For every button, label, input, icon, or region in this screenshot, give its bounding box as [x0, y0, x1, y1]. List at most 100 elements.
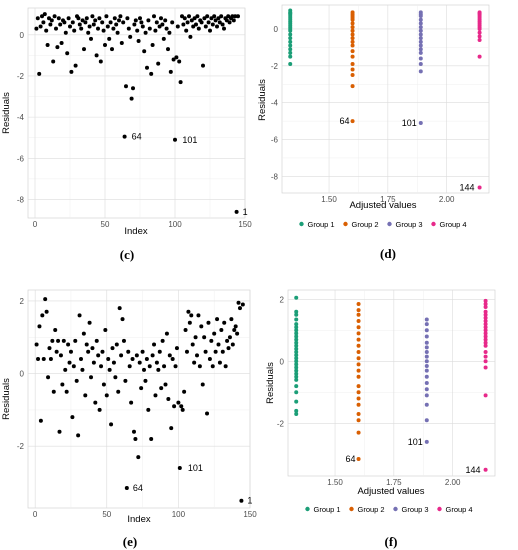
- data-point: [350, 84, 355, 89]
- data-point: [220, 22, 225, 27]
- data-point: [166, 47, 170, 52]
- data-point: [350, 39, 355, 44]
- data-point: [136, 455, 141, 460]
- data-point: [294, 325, 299, 330]
- data-point: [217, 20, 222, 25]
- panel-e-index-plot: 64 101 1 0 50 100 150 2 0 -2 Index Residuals (e…: [1, 289, 257, 549]
- data-point: [76, 16, 81, 21]
- y-tick-label: -2: [17, 442, 25, 451]
- data-point: [483, 312, 488, 317]
- data-point: [90, 346, 95, 351]
- data-point: [64, 389, 69, 394]
- data-point: [294, 390, 299, 395]
- data-point: [180, 14, 184, 19]
- data-point: [58, 22, 63, 27]
- panel-c-y-tick-labels: 0 -2 -4 -6 -8: [17, 31, 25, 205]
- data-point: [483, 322, 488, 327]
- legend-marker: [343, 221, 348, 227]
- panel-c-plot-area: [27, 7, 246, 219]
- panel-d-y-tick-labels: 0 -2 -4 -6 -8: [271, 25, 279, 181]
- data-point: [178, 80, 183, 85]
- data-point: [356, 301, 361, 306]
- data-point: [42, 12, 47, 17]
- data-point: [350, 36, 355, 41]
- panel-d-y-axis-title: Residuals: [257, 79, 268, 121]
- data-point: [205, 14, 210, 19]
- x-tick-label: 0: [33, 220, 38, 229]
- data-point: [294, 368, 299, 373]
- data-point: [107, 367, 112, 372]
- data-point: [418, 17, 423, 22]
- data-point: [194, 22, 198, 27]
- y-tick-label: 2: [280, 295, 285, 304]
- data-point: [63, 367, 68, 372]
- data-point: [187, 320, 192, 325]
- data-point: [350, 119, 355, 124]
- data-point: [111, 360, 116, 365]
- data-point: [232, 327, 237, 332]
- data-point: [350, 54, 355, 59]
- data-point: [140, 349, 145, 354]
- data-point: [156, 367, 161, 372]
- data-point: [48, 357, 53, 362]
- data-point: [483, 328, 488, 333]
- data-point: [212, 14, 217, 19]
- data-point: [103, 43, 107, 48]
- data-point: [184, 349, 189, 354]
- data-point: [424, 359, 429, 364]
- data-point: [76, 433, 81, 438]
- data-point: [356, 337, 361, 342]
- x-tick-label: 100: [168, 220, 182, 229]
- x-tick-label: 1.75: [380, 195, 396, 204]
- data-point: [123, 378, 128, 383]
- y-tick-label: -2: [17, 72, 25, 81]
- data-point: [483, 365, 488, 370]
- data-point: [294, 408, 299, 413]
- data-point: [192, 360, 197, 365]
- panel-c-index-plot: 64 101 1 0 50 100 150 0 -2 -4 -6 -8 Index Residua…: [1, 7, 252, 262]
- data-point: [424, 354, 429, 359]
- data-point: [63, 30, 68, 35]
- data-point: [179, 404, 184, 409]
- data-point: [96, 353, 101, 358]
- data-point: [418, 21, 423, 26]
- data-point: [54, 349, 59, 354]
- data-point: [168, 69, 173, 74]
- data-point: [288, 47, 293, 52]
- data-point: [163, 18, 168, 23]
- data-point: [235, 331, 240, 336]
- data-point: [127, 364, 132, 369]
- data-point: [101, 28, 106, 33]
- panel-c-annotations: 64 101 1: [132, 132, 248, 217]
- data-point: [200, 382, 205, 387]
- data-point: [350, 61, 355, 66]
- data-point: [222, 320, 227, 325]
- data-point: [167, 30, 172, 35]
- data-point: [477, 185, 482, 190]
- legend-marker: [299, 221, 304, 227]
- data-point: [45, 43, 50, 48]
- data-point: [94, 53, 99, 58]
- x-tick-label: 150: [243, 510, 257, 519]
- data-point: [288, 61, 293, 66]
- x-tick-label: 0: [33, 510, 38, 519]
- data-point: [40, 14, 44, 19]
- data-point: [119, 353, 124, 358]
- data-point: [418, 28, 423, 33]
- data-point: [483, 354, 488, 359]
- data-point: [142, 49, 147, 54]
- data-point: [236, 300, 241, 305]
- data-point: [294, 371, 299, 376]
- data-point: [227, 335, 232, 340]
- data-point: [116, 389, 121, 394]
- data-point: [483, 340, 488, 345]
- data-point: [483, 467, 488, 472]
- panel-f-adjusted-values-plot: 64 101 144 1.50 1.75 2.00 2 0 -2 Adjusted valu…: [265, 289, 496, 549]
- data-point: [199, 324, 204, 329]
- data-point: [160, 22, 165, 27]
- data-point: [65, 51, 70, 56]
- data-point: [424, 439, 429, 444]
- data-point: [53, 327, 58, 332]
- data-point: [142, 367, 147, 372]
- legend-marker: [393, 506, 398, 512]
